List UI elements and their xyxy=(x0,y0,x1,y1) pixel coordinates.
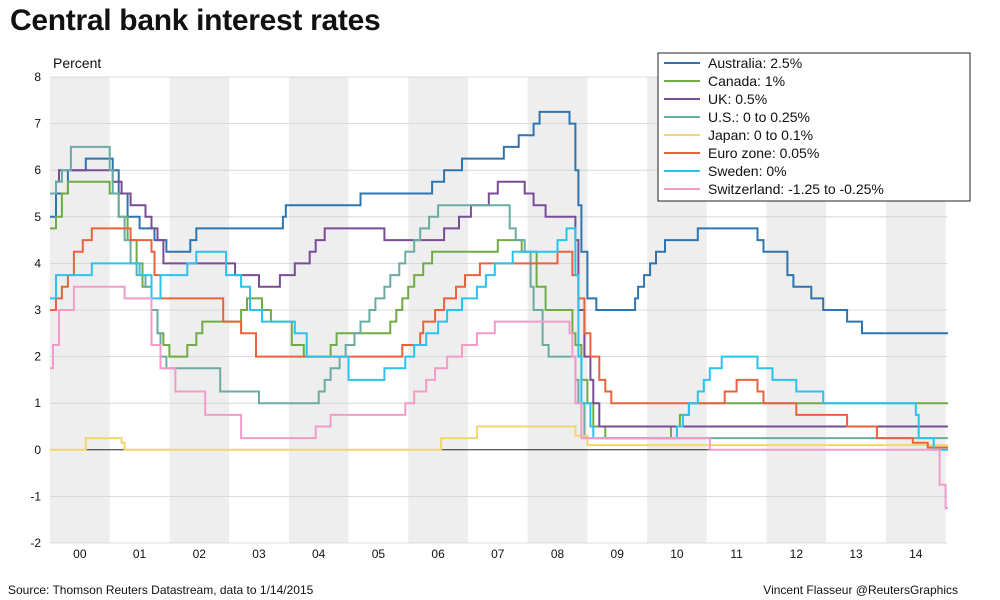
x-tick-label: 08 xyxy=(551,547,565,561)
legend-label: Japan: 0 to 0.1% xyxy=(708,127,813,143)
y-tick-label: -2 xyxy=(30,536,41,550)
x-tick-label: 09 xyxy=(611,547,625,561)
y-tick-label: 5 xyxy=(34,210,41,224)
legend-label: Euro zone: 0.05% xyxy=(708,145,819,161)
legend-label: Switzerland: -1.25 to -0.25% xyxy=(708,181,884,197)
x-tick-label: 06 xyxy=(431,547,445,561)
y-tick-label: 2 xyxy=(34,350,41,364)
x-tick-label: 07 xyxy=(491,547,505,561)
y-tick-label: 3 xyxy=(34,303,41,317)
x-tick-label: 05 xyxy=(372,547,386,561)
legend-label: Canada: 1% xyxy=(708,73,785,89)
chart-title: Central bank interest rates xyxy=(10,4,381,37)
legend-label: U.S.: 0 to 0.25% xyxy=(708,109,810,125)
series-line-euro-zone xyxy=(50,227,948,449)
series-line-uk xyxy=(50,169,948,428)
x-tick-label: 13 xyxy=(849,547,863,561)
legend-label: Sweden: 0% xyxy=(708,163,787,179)
series-line-japan xyxy=(50,425,948,451)
source-note: Source: Thomson Reuters Datastream, data… xyxy=(8,583,314,597)
y-tick-label: 0 xyxy=(34,443,41,457)
y-tick-label: 4 xyxy=(34,256,41,270)
x-tick-label: 00 xyxy=(73,547,87,561)
legend-label: UK: 0.5% xyxy=(708,91,767,107)
y-tick-label: 1 xyxy=(34,396,41,410)
y-axis-label: Percent xyxy=(53,55,101,71)
series-line-sweden xyxy=(50,227,948,451)
y-tick-label: -1 xyxy=(30,489,41,503)
credit-note: Vincent Flasseur @ReutersGraphics xyxy=(763,583,958,597)
x-tick-label: 14 xyxy=(909,547,923,561)
x-tick-label: 03 xyxy=(252,547,266,561)
x-tick-label: 02 xyxy=(193,547,207,561)
series-line-australia xyxy=(50,110,948,335)
y-tick-label: 6 xyxy=(34,163,41,177)
x-tick-label: 01 xyxy=(133,547,147,561)
legend: Australia: 2.5% Canada: 1% UK: 0.5% U.S.: 0… xyxy=(657,52,971,202)
x-tick-label: 04 xyxy=(312,547,326,561)
x-tick-label: 10 xyxy=(670,547,684,561)
y-tick-label: 8 xyxy=(34,70,41,84)
series-line-switzerland xyxy=(50,285,948,510)
x-tick-label: 11 xyxy=(730,547,743,561)
x-tick-label: 12 xyxy=(790,547,804,561)
legend-label: Australia: 2.5% xyxy=(708,55,802,71)
legend-box xyxy=(657,52,971,202)
y-tick-label: 7 xyxy=(34,117,41,131)
